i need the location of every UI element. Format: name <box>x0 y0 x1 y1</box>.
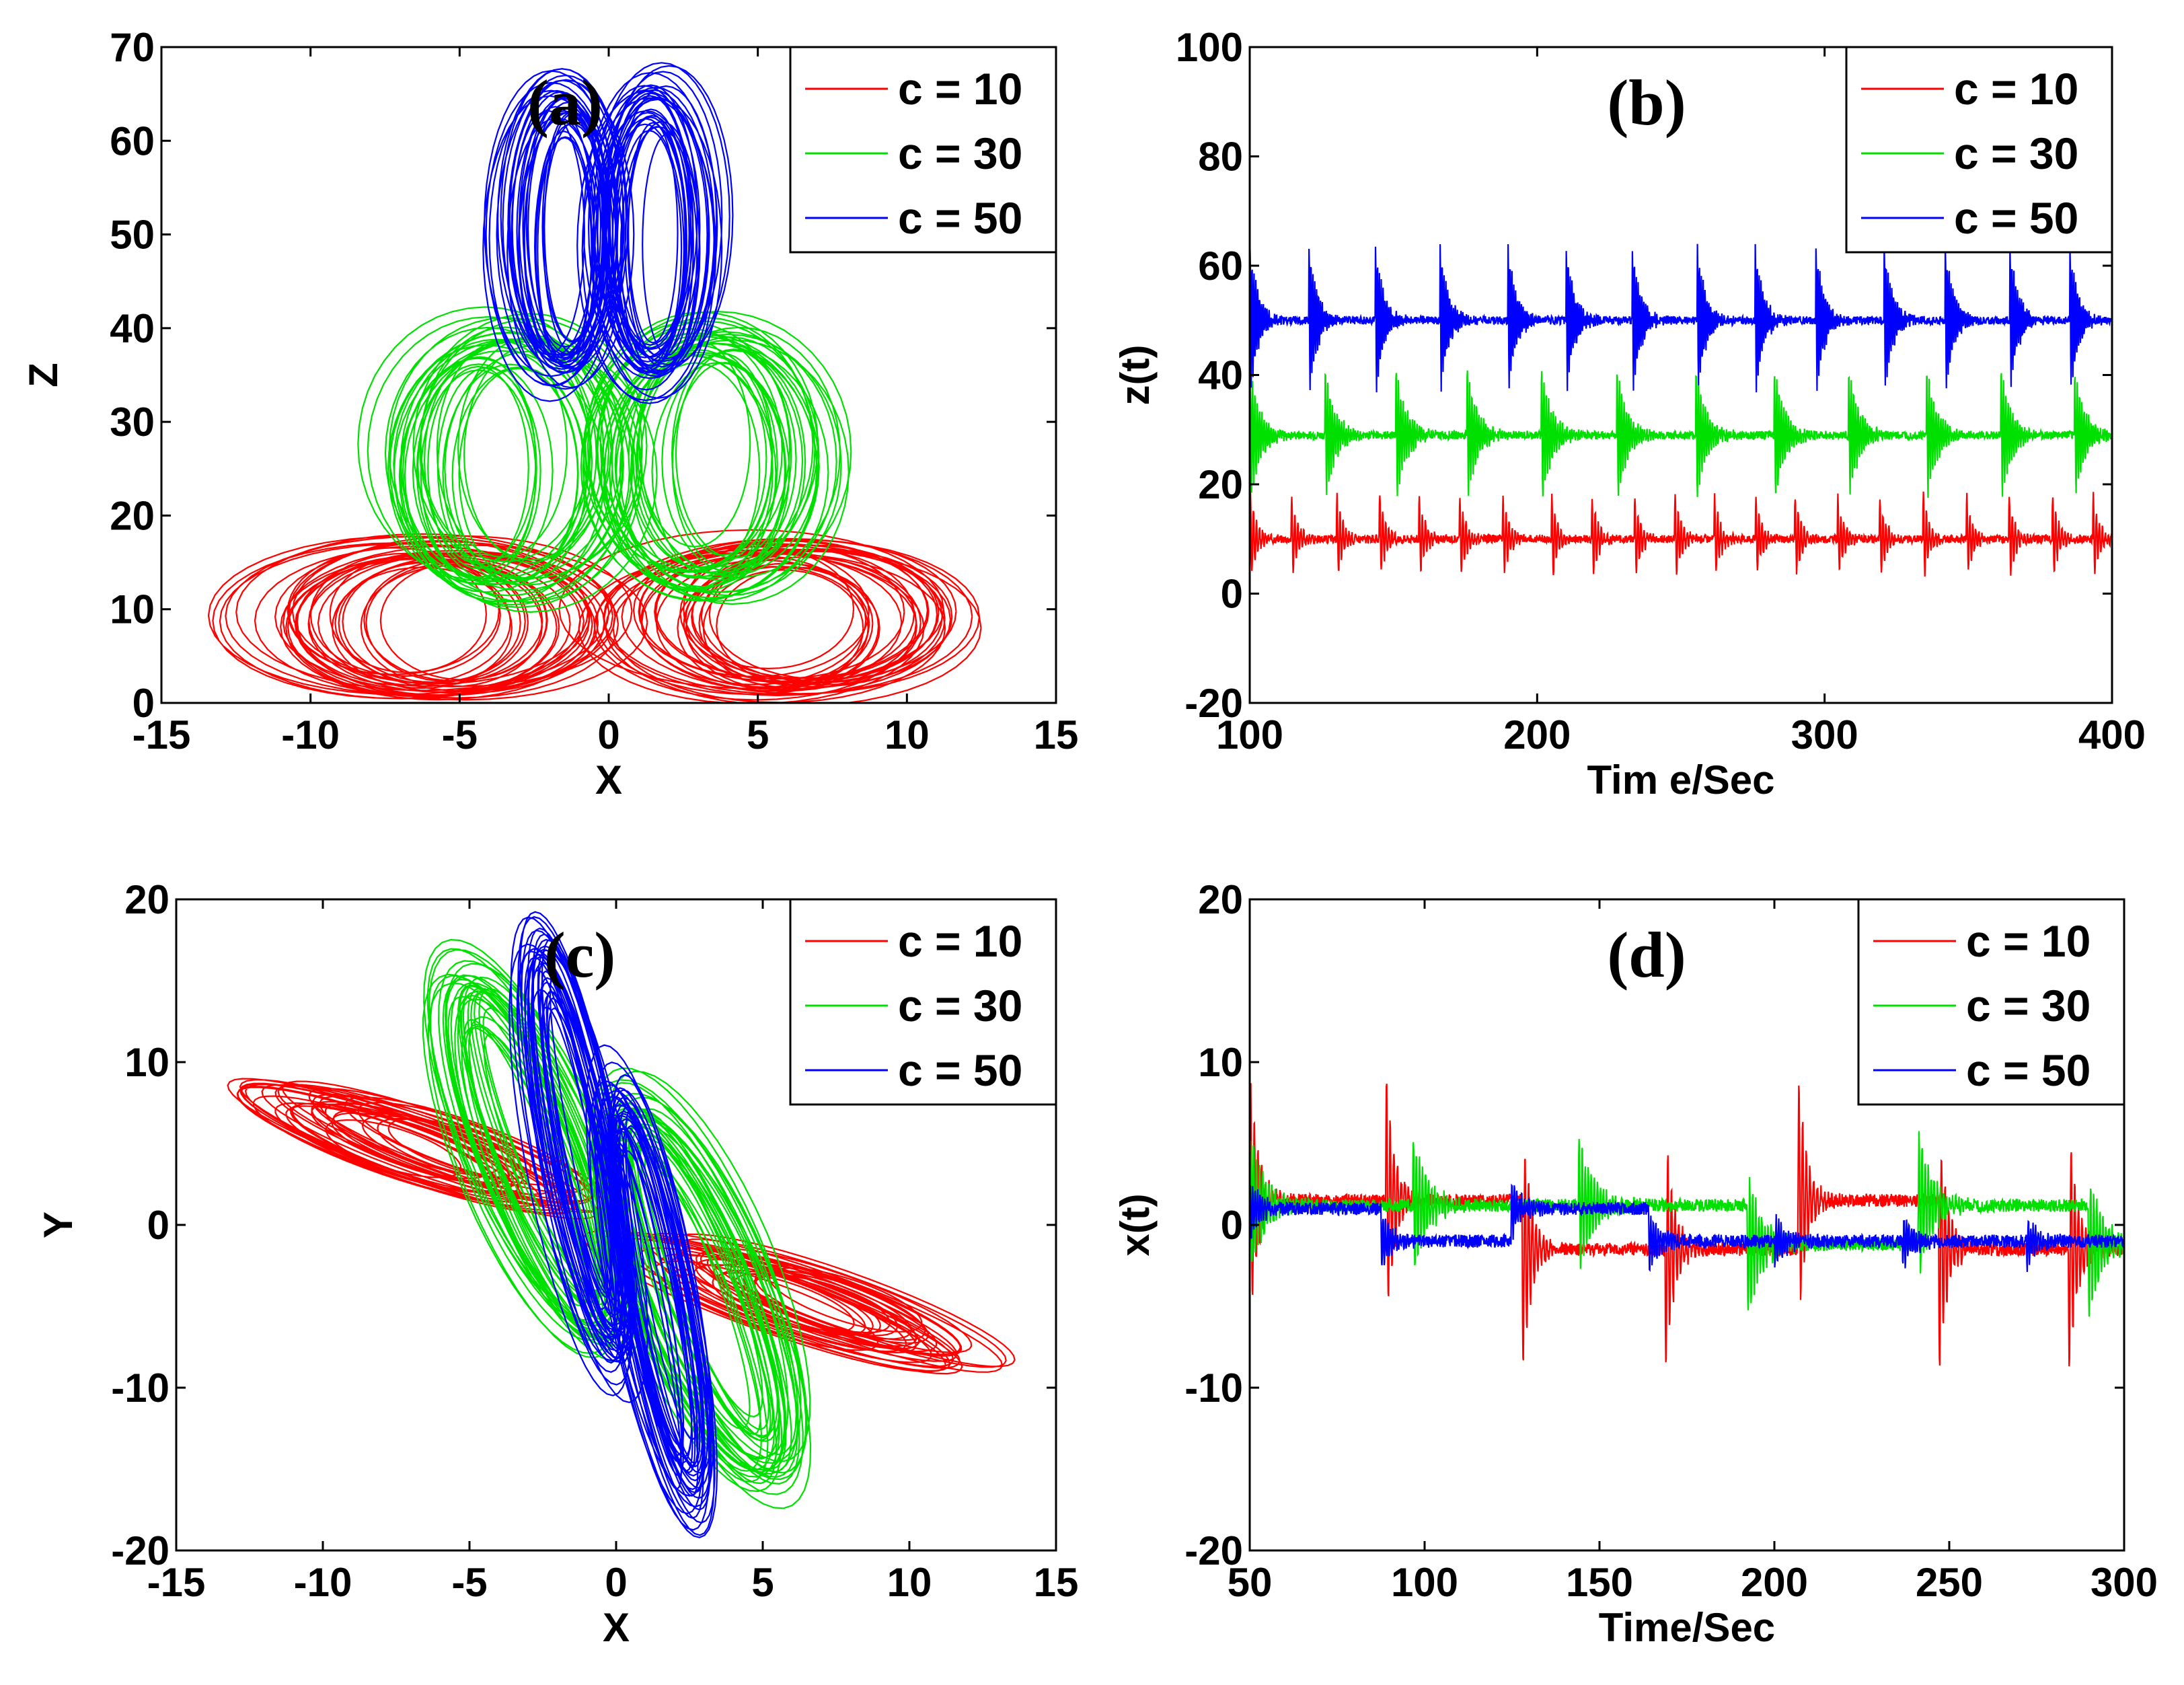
x-tick-label: 150 <box>1566 1560 1633 1605</box>
plot-area <box>207 62 982 703</box>
legend-label: c = 30 <box>1966 981 2091 1031</box>
y-tick-label: -20 <box>111 1528 170 1573</box>
x-tick-label: 200 <box>1503 712 1571 757</box>
legend-label: c = 30 <box>898 128 1022 178</box>
x-tick-label: 300 <box>1791 712 1858 757</box>
y-tick-label: 60 <box>1198 244 1243 289</box>
panel-label: (d) <box>1607 919 1686 991</box>
series-line-c30 <box>1250 370 2112 498</box>
y-axis-label: Z <box>21 363 66 387</box>
legend-label: c = 10 <box>898 916 1022 966</box>
y-tick-label: 10 <box>124 1040 170 1085</box>
x-tick-label: 5 <box>747 712 769 757</box>
panel-label: (a) <box>527 67 603 139</box>
y-tick-label: 40 <box>110 306 155 351</box>
plot-area <box>1250 1083 2124 1367</box>
series-line-c30 <box>357 306 852 613</box>
plot-area <box>227 911 1016 1538</box>
series-line-c50 <box>482 62 734 404</box>
x-tick-label: -15 <box>147 1560 206 1605</box>
x-axis-label: Time/Sec <box>1599 1605 1775 1650</box>
series-line-c10 <box>1250 491 2112 577</box>
x-tick-label: 250 <box>1916 1560 1983 1605</box>
x-tick-label: 15 <box>1034 712 1079 757</box>
legend-label: c = 10 <box>898 64 1022 114</box>
x-tick-label: -5 <box>451 1560 487 1605</box>
y-tick-label: 50 <box>110 213 155 258</box>
y-tick-label: 10 <box>110 587 155 632</box>
y-axis-label: Y <box>36 1211 81 1238</box>
y-tick-label: 20 <box>124 877 170 922</box>
panel-b: 100 200 300 400 -20 0 20 40 60 80 100 Tim e/Sec z(t)… <box>1113 25 2146 802</box>
legend-label: c = 50 <box>1954 193 2078 243</box>
x-tick-label: 10 <box>884 712 930 757</box>
series-line-c10 <box>207 529 982 703</box>
x-tick-label: 0 <box>597 712 619 757</box>
x-axis-label: Tim e/Sec <box>1587 757 1774 802</box>
x-axis-label: X <box>603 1605 630 1650</box>
legend-label: c = 10 <box>1954 64 2078 114</box>
x-tick-label: -5 <box>442 712 478 757</box>
panel-label: (b) <box>1607 67 1686 139</box>
legend: c = 10 c = 30 c = 50 <box>1857 898 2125 1106</box>
legend: c = 10 c = 30 c = 50 <box>789 898 1057 1106</box>
panel-label: (c) <box>544 919 616 991</box>
y-tick-label: 80 <box>1198 135 1243 180</box>
legend-label: c = 50 <box>898 193 1022 243</box>
legend-label: c = 50 <box>1966 1045 2091 1095</box>
x-tick-label: -15 <box>133 712 191 757</box>
y-tick-label: 20 <box>1198 462 1243 507</box>
x-tick-label: -10 <box>294 1560 352 1605</box>
x-tick-label: 400 <box>2078 712 2146 757</box>
legend-label: c = 50 <box>898 1045 1022 1095</box>
series-line-c50 <box>509 911 718 1538</box>
x-axis-label: X <box>595 757 622 802</box>
y-tick-label: 40 <box>1198 353 1243 398</box>
x-tick-label: 100 <box>1216 712 1283 757</box>
y-tick-label: -20 <box>1184 681 1243 726</box>
panel-d: 50 100 150 200 250 300 -20 -10 0 10 20 Time/Sec x(t)… <box>1113 877 2158 1650</box>
y-tick-label: 0 <box>147 1203 170 1248</box>
y-tick-label: 0 <box>1221 572 1243 617</box>
x-tick-label: 50 <box>1228 1560 1273 1605</box>
x-tick-label: 200 <box>1741 1560 1808 1605</box>
x-tick-label: 10 <box>887 1560 932 1605</box>
x-tick-label: 5 <box>751 1560 774 1605</box>
series-line-c30 <box>1250 1131 2124 1317</box>
y-axis-label: z(t) <box>1113 345 1158 406</box>
plot-area <box>1250 244 2112 577</box>
series-line-c50 <box>1250 244 2112 393</box>
x-tick-label: 100 <box>1391 1560 1458 1605</box>
y-tick-label: 20 <box>1198 877 1243 922</box>
panel-a: -15 -10 -5 0 5 10 15 0 10 20 30 40 50 60 70 X Z (a) c = 10… <box>21 25 1078 802</box>
y-tick-label: 0 <box>133 681 155 726</box>
y-tick-label: 10 <box>1198 1040 1243 1085</box>
x-tick-label: -10 <box>281 712 340 757</box>
y-tick-label: 60 <box>110 118 155 163</box>
y-tick-label: 100 <box>1176 25 1243 70</box>
x-tick-label: 0 <box>605 1560 627 1605</box>
legend: c = 10 c = 30 c = 50 <box>789 46 1057 254</box>
y-axis-label: x(t) <box>1113 1193 1158 1256</box>
x-tick-label: 15 <box>1034 1560 1079 1605</box>
y-tick-label: 30 <box>110 400 155 445</box>
x-tick-label: 300 <box>2091 1560 2158 1605</box>
y-tick-label: 0 <box>1221 1203 1243 1248</box>
y-tick-label: 70 <box>110 25 155 70</box>
legend-label: c = 30 <box>898 981 1022 1031</box>
y-tick-label: -10 <box>1184 1365 1243 1411</box>
series-line-c50 <box>1250 1183 2124 1273</box>
legend-label: c = 10 <box>1966 916 2091 966</box>
legend-label: c = 30 <box>1954 128 2078 178</box>
y-tick-label: -10 <box>111 1365 170 1411</box>
legend: c = 10 c = 30 c = 50 <box>1845 46 2113 254</box>
y-tick-label: 20 <box>110 493 155 538</box>
y-tick-label: -20 <box>1184 1528 1243 1573</box>
